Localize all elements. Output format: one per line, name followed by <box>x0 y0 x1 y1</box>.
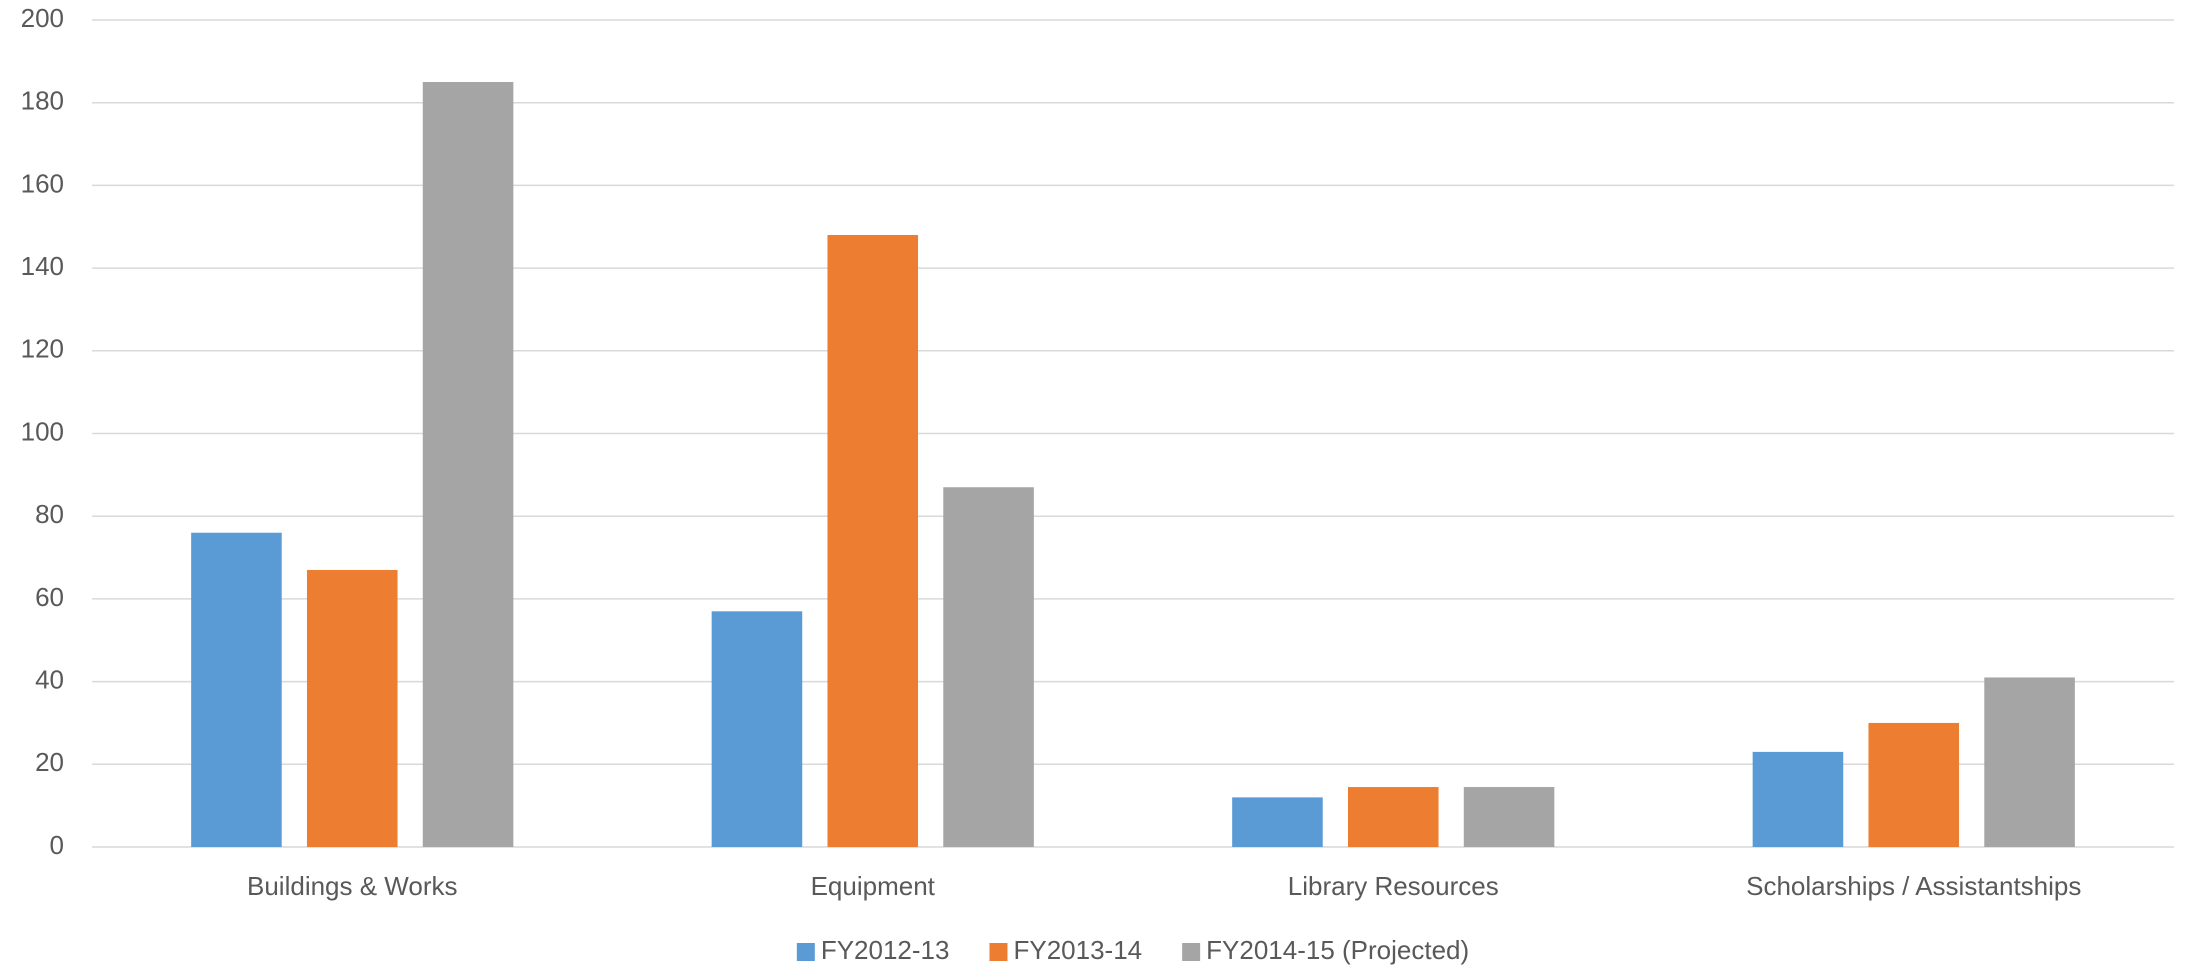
y-tick-label: 120 <box>21 334 64 364</box>
y-tick-label: 80 <box>35 499 64 529</box>
bar <box>827 235 919 847</box>
bar <box>1232 797 1323 847</box>
y-tick-label: 200 <box>21 3 64 33</box>
bar <box>1347 787 1439 847</box>
y-tick-label: 20 <box>35 747 64 777</box>
y-tick-label: 140 <box>21 251 64 281</box>
bar <box>1868 722 1960 847</box>
legend-swatch <box>1182 943 1201 961</box>
legend-label: FY2012-13 <box>821 935 950 965</box>
legend-label: FY2013-14 <box>1013 935 1142 965</box>
y-tick-label: 160 <box>21 168 64 198</box>
legend-label: FY2014-15 (Projected) <box>1206 935 1469 965</box>
legend-swatch <box>796 943 815 961</box>
x-tick-label: Buildings & Works <box>247 871 458 901</box>
x-tick-label: Library Resources <box>1288 871 1499 901</box>
bar <box>943 487 1034 847</box>
x-tick-label: Scholarships / Assistantships <box>1746 871 2081 901</box>
bar <box>191 532 282 847</box>
bar <box>306 569 398 847</box>
y-tick-label: 0 <box>50 830 64 860</box>
y-tick-label: 180 <box>21 86 64 116</box>
bar <box>1463 787 1555 847</box>
y-tick-label: 40 <box>35 664 64 694</box>
y-tick-label: 100 <box>21 416 64 446</box>
bar <box>711 611 803 847</box>
y-tick-label: 60 <box>35 582 64 612</box>
legend-swatch <box>989 943 1008 961</box>
bar <box>422 82 514 847</box>
bar <box>1984 677 2075 847</box>
x-tick-label: Equipment <box>811 871 936 901</box>
bar <box>1752 751 1844 847</box>
